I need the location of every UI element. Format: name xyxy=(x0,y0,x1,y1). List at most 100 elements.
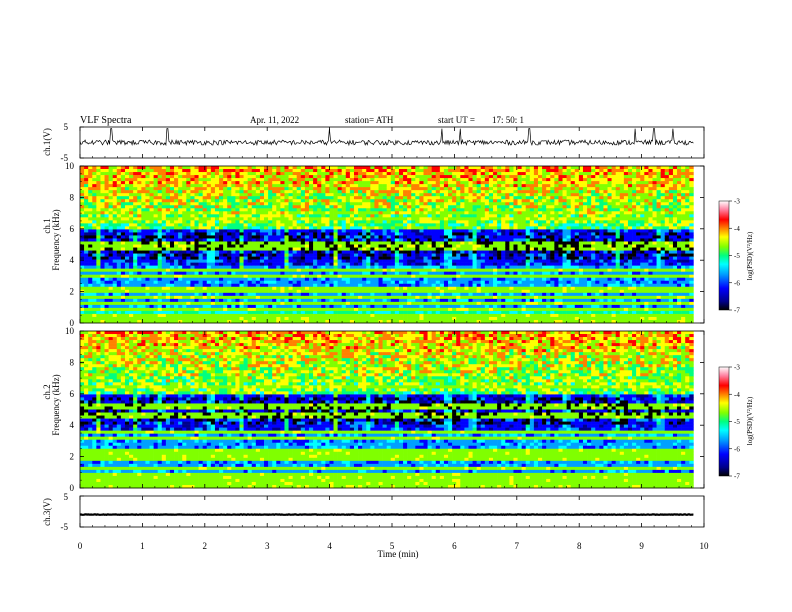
spectrogram-cell xyxy=(182,292,187,297)
spectrogram-cell xyxy=(268,250,273,254)
spectrogram-cell xyxy=(235,190,240,194)
spectrogram-cell xyxy=(362,229,367,233)
spectrogram-cell xyxy=(390,166,396,170)
spectrogram-cell xyxy=(112,208,118,212)
spectrogram-cell xyxy=(116,220,122,224)
spectrogram-cell xyxy=(460,226,465,230)
spectrogram-cell xyxy=(394,175,400,179)
spectrogram-cell xyxy=(272,175,277,179)
spectrogram-cell xyxy=(358,238,363,242)
spectrogram-cell xyxy=(186,211,191,215)
spectrogram-cell xyxy=(104,298,109,303)
spectrogram-cell xyxy=(219,178,224,182)
spectrogram-cell xyxy=(443,199,449,203)
spectrogram-cell xyxy=(235,238,240,242)
spectrogram-cell xyxy=(292,214,298,218)
spectrogram-cell xyxy=(329,256,334,260)
spectrogram-cell xyxy=(198,265,203,269)
spectrogram-cell xyxy=(386,214,392,218)
spectrogram-cell xyxy=(108,277,114,282)
spectrogram-cell xyxy=(198,298,203,303)
spectrogram-cell xyxy=(280,193,285,197)
spectrogram-cell xyxy=(460,232,465,236)
spectrogram-cell xyxy=(198,286,203,291)
spectrogram-cell xyxy=(280,175,285,179)
spectrogram-cell xyxy=(243,313,248,318)
spectrogram-cell xyxy=(84,178,89,182)
spectrogram-cell xyxy=(288,316,293,321)
spectrogram-cell xyxy=(80,187,85,191)
spectrogram-cell xyxy=(96,202,101,206)
spectrogram-cell xyxy=(137,214,142,218)
spectrogram-cell xyxy=(378,307,383,312)
spectrogram-cell xyxy=(272,202,277,206)
spectrogram-cell xyxy=(219,247,224,251)
spectrogram-cell xyxy=(460,283,465,288)
spectrogram-cell xyxy=(178,304,183,309)
spectrogram-cell xyxy=(219,229,224,233)
spectrogram-cell xyxy=(124,307,130,312)
spectrogram-cell xyxy=(157,247,163,251)
spectrogram-cell xyxy=(284,241,289,245)
spectrogram-cell xyxy=(194,310,199,315)
spectrogram-cell xyxy=(223,199,228,203)
spectrogram-cell xyxy=(157,289,163,294)
spectrogram-cell xyxy=(100,235,105,239)
spectrogram-cell xyxy=(92,265,97,269)
ch1-waveform-panel: 5 -5 ch.1(V) xyxy=(42,122,705,163)
spectrogram-cell xyxy=(247,184,253,188)
spectrogram-cell xyxy=(407,283,412,288)
spectrogram-cell xyxy=(288,301,293,306)
spectrogram-cell xyxy=(219,271,224,275)
spectrogram-cell xyxy=(219,184,224,188)
spectrogram-cell xyxy=(439,253,445,257)
spectrogram-cell xyxy=(317,214,322,218)
spectrogram-cell xyxy=(174,190,179,194)
spectrogram-cell xyxy=(116,247,122,251)
spectrogram-cell xyxy=(120,292,126,297)
spectrogram-cell xyxy=(210,190,216,194)
spectrogram-cell xyxy=(145,196,150,200)
spectrogram-cell xyxy=(456,211,461,215)
spectrogram-cell xyxy=(129,253,134,257)
spectrogram-cell xyxy=(415,193,420,197)
spectrogram-cell xyxy=(190,181,195,185)
spectrogram-cell xyxy=(460,211,465,215)
spectrogram-cell xyxy=(341,187,347,191)
spectrogram-cell xyxy=(284,184,289,188)
spectrogram-cell xyxy=(227,211,232,215)
spectrogram-cell xyxy=(300,196,306,200)
spectrogram-cell xyxy=(321,235,326,239)
spectrogram-cell xyxy=(419,211,424,215)
spectrogram-cell xyxy=(366,166,371,170)
spectrogram-cell xyxy=(108,202,114,206)
spectrogram-cell xyxy=(309,286,314,291)
spectrogram-cell xyxy=(464,313,469,318)
spectrogram-cell xyxy=(206,226,212,230)
spectrogram-cell xyxy=(214,214,220,218)
spectrogram-cell xyxy=(386,265,392,269)
spectrogram-cell xyxy=(411,250,416,254)
spectrogram-cell xyxy=(133,226,138,230)
spectrogram-cell xyxy=(280,253,285,257)
spectrogram-cell xyxy=(366,262,371,266)
spectrogram-cell xyxy=(358,274,363,279)
spectrogram-cell xyxy=(210,217,216,221)
spectrogram-cell xyxy=(198,172,203,176)
spectrogram-cell xyxy=(153,247,158,251)
spectrogram-cell xyxy=(202,223,208,227)
spectrogram-cell xyxy=(333,292,338,297)
spectrogram-cell xyxy=(251,211,257,215)
spectrogram-cell xyxy=(407,199,412,203)
spectrogram-cell xyxy=(165,268,171,272)
spectrogram-cell xyxy=(358,307,363,312)
spectrogram-cell xyxy=(313,301,318,306)
spectrogram-cell xyxy=(358,229,363,233)
spectrogram-cell xyxy=(374,286,379,291)
spectrogram-cell xyxy=(423,283,428,288)
spectrogram-cell xyxy=(423,211,428,215)
spectrogram-cell xyxy=(349,265,355,269)
spectrogram-cell xyxy=(80,256,85,260)
spectrogram-cell xyxy=(161,286,167,291)
spectrogram-cell xyxy=(304,289,310,294)
